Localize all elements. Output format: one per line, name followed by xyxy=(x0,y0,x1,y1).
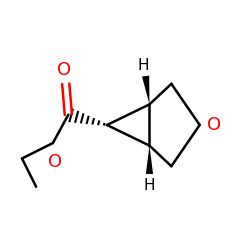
Text: H: H xyxy=(144,178,155,193)
Polygon shape xyxy=(146,146,153,174)
Text: O: O xyxy=(207,116,221,134)
Polygon shape xyxy=(142,76,150,104)
Text: H: H xyxy=(137,58,149,73)
Text: O: O xyxy=(58,61,71,79)
Text: O: O xyxy=(48,153,62,171)
